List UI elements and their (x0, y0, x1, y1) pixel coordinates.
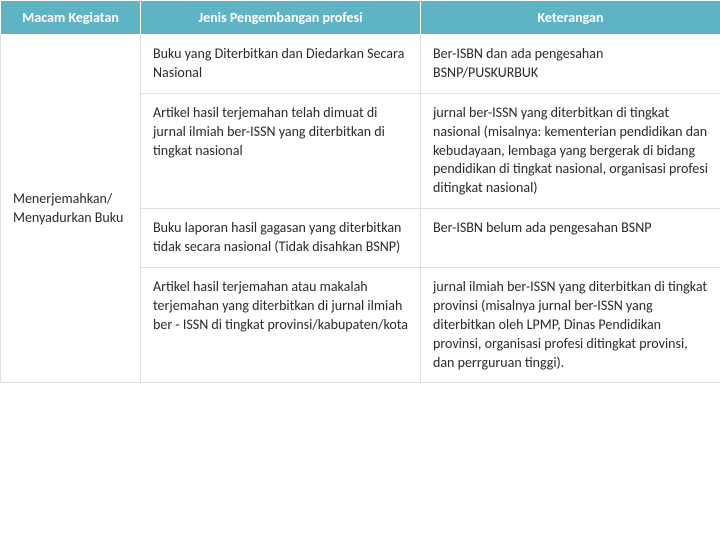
jenis-cell: Artikel hasil terjemahan telah dimuat di… (141, 93, 421, 208)
keterangan-cell: jurnal ilmiah ber-ISSN yang diterbitkan … (421, 268, 720, 383)
header-jenis-pengembangan: Jenis Pengembangan profesi (141, 1, 421, 35)
header-keterangan: Keterangan (421, 1, 720, 35)
profession-development-table: Macam Kegiatan Jenis Pengembangan profes… (0, 0, 720, 383)
jenis-cell: Buku yang Diterbitkan dan Diedarkan Seca… (141, 35, 421, 94)
keterangan-cell: Ber-ISBN dan ada pengesahan BSNP/PUSKURB… (421, 35, 720, 94)
category-cell: Menerjemahkan/ Menyadurkan Buku (1, 35, 141, 383)
table-row: Menerjemahkan/ Menyadurkan Buku Buku yan… (1, 35, 720, 94)
keterangan-cell: jurnal ber-ISSN yang diterbitkan di ting… (421, 93, 720, 208)
table-header-row: Macam Kegiatan Jenis Pengembangan profes… (1, 1, 720, 35)
header-macam-kegiatan: Macam Kegiatan (1, 1, 141, 35)
jenis-cell: Buku laporan hasil gagasan yang diterbit… (141, 209, 421, 268)
keterangan-cell: Ber-ISBN belum ada pengesahan BSNP (421, 209, 720, 268)
jenis-cell: Artikel hasil terjemahan atau makalah te… (141, 268, 421, 383)
